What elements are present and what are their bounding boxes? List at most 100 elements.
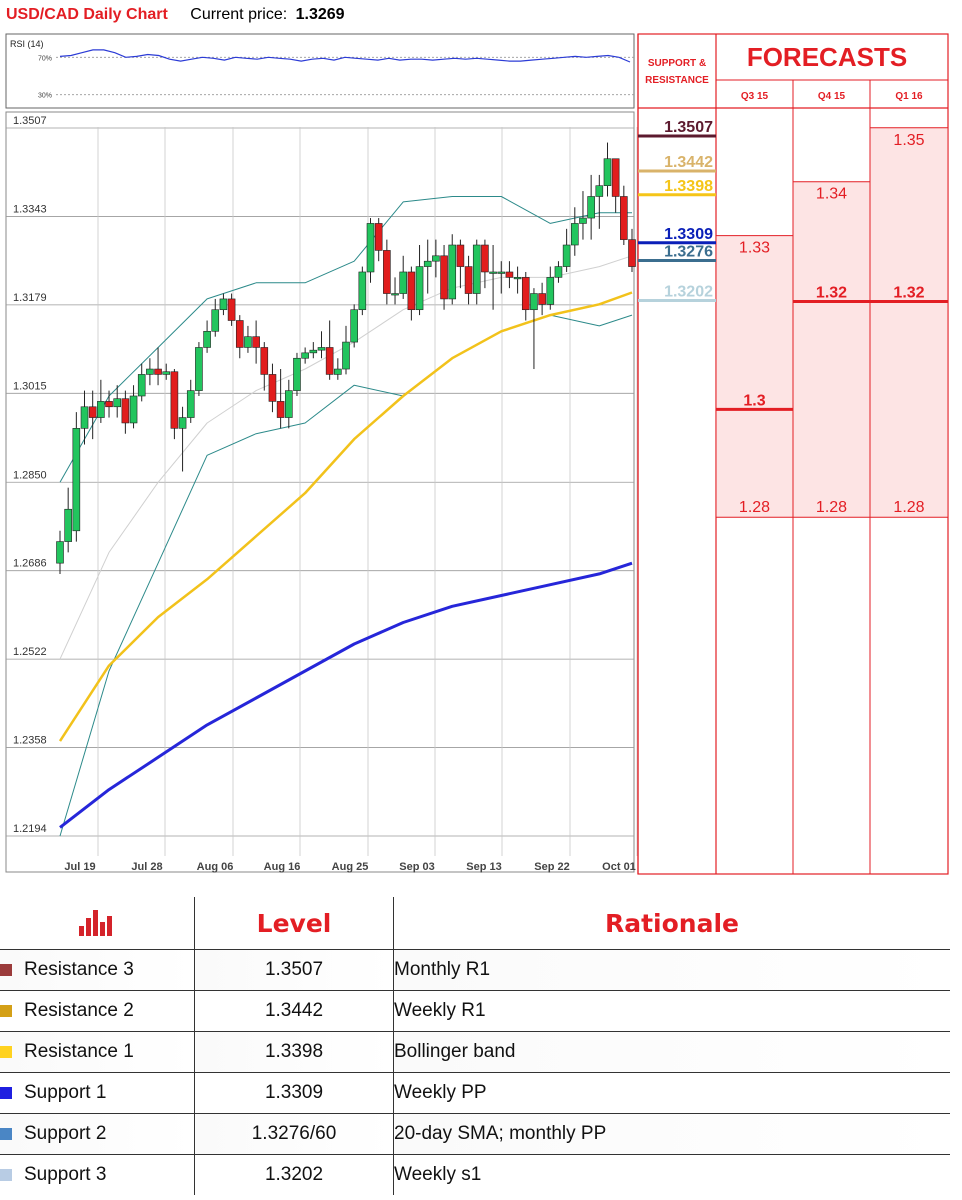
level-name: Support 2 [24, 1123, 107, 1144]
forecast-mid-label: 1.32 [816, 285, 847, 302]
table-row: Support 1 1.3309 Weekly PP [0, 1072, 950, 1114]
x-tick-label: Sep 13 [466, 861, 501, 873]
quarter-label: Q4 15 [818, 91, 846, 102]
candle [88, 406, 97, 418]
color-swatch-icon [0, 1004, 12, 1017]
y-tick-label: 1.3507 [13, 115, 47, 127]
sr-level-label: 1.3442 [664, 154, 713, 171]
candle [268, 374, 277, 402]
forecast-mid-label: 1.32 [893, 285, 924, 302]
y-tick-label: 1.2850 [13, 469, 47, 481]
chart-header: USD/CAD Daily Chart Current price: 1.326… [6, 6, 345, 28]
chart-area: RSI (14) 70% 30% 1.3507 1.3343 1.3179 1.3015 1.… [5, 33, 949, 875]
candle [317, 347, 326, 351]
candle [97, 401, 105, 418]
y-tick-label: 1.3179 [13, 292, 47, 304]
levels-table-header: Level Rationale [0, 897, 950, 950]
sr-header-line1: SUPPORT & [648, 58, 706, 69]
candle [293, 357, 301, 391]
level-value: 1.3507 [194, 949, 394, 991]
candle [325, 347, 334, 375]
table-row: Resistance 3 1.3507 Monthly R1 [0, 949, 950, 991]
candle [284, 390, 293, 418]
bar-chart-icon-cell [0, 897, 195, 950]
candle [121, 398, 130, 424]
candle [154, 368, 162, 375]
bar-chart-icon [77, 908, 117, 938]
candle [203, 330, 211, 348]
chart-title: USD/CAD Daily Chart [6, 6, 168, 23]
candle [464, 266, 473, 294]
level-name-cell: Support 3 [0, 1154, 195, 1195]
x-tick-label: Jul 19 [64, 861, 95, 873]
candle [195, 347, 203, 391]
level-rationale: Monthly R1 [393, 949, 950, 991]
candle [260, 347, 269, 375]
levels-table: Level Rationale Resistance 3 1.3507 Monthl… [0, 897, 950, 1195]
forecast-high-label: 1.35 [893, 132, 924, 149]
candle [620, 196, 628, 240]
level-column-header: Level [194, 897, 394, 950]
forecast-high-label: 1.34 [816, 186, 847, 203]
table-row: Support 2 1.3276/60 20-day SMA; monthly PP [0, 1113, 950, 1155]
candle [554, 266, 563, 278]
forecast-range [793, 181, 870, 518]
candle [448, 244, 457, 300]
x-tick-label: Oct 01 [602, 861, 636, 873]
y-tick-label: 1.3015 [13, 380, 47, 392]
sma-200-line [59, 561, 633, 829]
rsi-level-30: 30% [38, 93, 52, 100]
level-value: 1.3398 [194, 1031, 394, 1073]
candle [570, 223, 579, 246]
candle [595, 185, 604, 197]
level-name: Resistance 1 [24, 1041, 134, 1062]
color-swatch-icon [0, 1127, 12, 1140]
level-name: Resistance 3 [24, 959, 134, 980]
level-rationale: 20-day SMA; monthly PP [393, 1113, 950, 1155]
rsi-level-70: 70% [38, 55, 52, 62]
candle [603, 158, 612, 186]
forecast-low-label: 1.28 [739, 499, 770, 516]
candle [611, 158, 620, 197]
candle [432, 255, 440, 262]
table-row: Resistance 2 1.3442 Weekly R1 [0, 990, 950, 1032]
candle [628, 239, 636, 267]
quarter-label: Q3 15 [741, 91, 769, 102]
candle [309, 349, 318, 354]
candle [391, 293, 399, 296]
level-name: Resistance 2 [24, 1000, 134, 1021]
candle [146, 368, 154, 375]
rsi-label: RSI (14) [10, 39, 44, 49]
candle [538, 293, 546, 305]
candle [80, 406, 89, 429]
candle [350, 309, 358, 343]
candle [546, 277, 555, 305]
candle [383, 250, 391, 294]
forecast-high-label: 1.33 [739, 240, 770, 257]
candle [358, 271, 367, 311]
candle [252, 336, 260, 348]
rsi-line [59, 49, 631, 63]
color-swatch-icon [0, 1045, 12, 1058]
level-name: Support 1 [24, 1082, 107, 1103]
rationale-column-header: Rationale [393, 897, 950, 950]
sr-level-label: 1.3398 [664, 178, 713, 195]
candle [366, 223, 375, 273]
candle [301, 352, 309, 359]
level-rationale: Bollinger band [393, 1031, 950, 1073]
candle [505, 271, 514, 278]
table-row: Support 3 1.3202 Weekly s1 [0, 1154, 950, 1195]
forecast-mid-label: 1.3 [743, 392, 765, 409]
candle [497, 271, 506, 274]
x-tick-label: Aug 16 [264, 861, 301, 873]
candle [235, 320, 244, 348]
x-tick-label: Aug 06 [197, 861, 234, 873]
candle [407, 271, 416, 311]
candle [489, 271, 497, 274]
forecast-low-label: 1.28 [816, 499, 847, 516]
level-value: 1.3202 [194, 1154, 394, 1195]
forecast-range [870, 127, 948, 518]
candle [423, 260, 432, 267]
sma-50-line [58, 291, 633, 742]
candle [211, 309, 220, 332]
